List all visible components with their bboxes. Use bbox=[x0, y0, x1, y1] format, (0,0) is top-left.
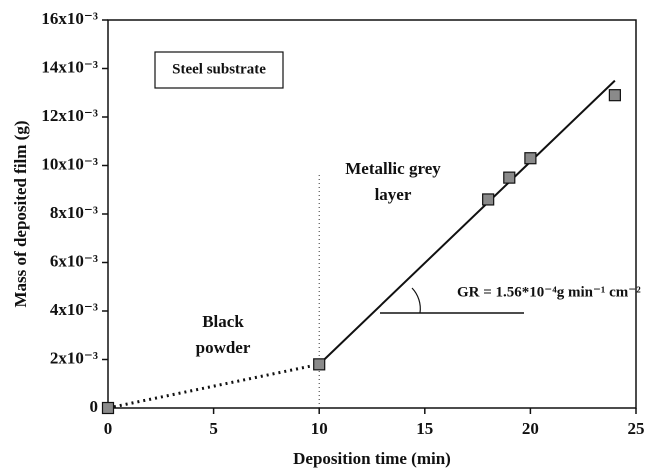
x-tick-label: 5 bbox=[209, 419, 218, 438]
y-tick-label: 10x10⁻³ bbox=[41, 154, 98, 173]
fit-line bbox=[318, 79, 616, 366]
annotation: Black bbox=[202, 312, 244, 331]
data-point bbox=[482, 193, 495, 206]
angle-arc bbox=[411, 287, 421, 314]
y-tick-label: 8x10⁻³ bbox=[50, 203, 98, 222]
annotation: GR = 1.56*10⁻⁴g min⁻¹ cm⁻² bbox=[457, 284, 641, 300]
x-tick-label: 15 bbox=[416, 419, 433, 438]
y-tick-label: 2x10⁻³ bbox=[50, 348, 98, 367]
y-tick-label: 12x10⁻³ bbox=[41, 106, 98, 125]
x-axis-label: Deposition time (min) bbox=[293, 449, 451, 468]
annotation: layer bbox=[375, 185, 412, 204]
y-tick-label: 6x10⁻³ bbox=[50, 251, 98, 270]
data-point bbox=[524, 152, 537, 165]
x-tick-label: 20 bbox=[522, 419, 539, 438]
dotted-line bbox=[107, 362, 320, 410]
plot-frame bbox=[107, 19, 637, 409]
y-tick-label: 0 bbox=[90, 397, 99, 416]
x-tick-label: 25 bbox=[628, 419, 645, 438]
y-tick-label: 14x10⁻³ bbox=[41, 57, 98, 76]
annotation: Metallic grey bbox=[345, 159, 441, 178]
y-axis-label: Mass of deposited film (g) bbox=[11, 121, 30, 308]
annotation: Steel substrate bbox=[172, 61, 266, 77]
annotation: powder bbox=[196, 338, 251, 357]
data-point bbox=[101, 401, 115, 415]
data-point bbox=[503, 171, 516, 184]
data-point bbox=[313, 358, 326, 371]
x-tick-label: 0 bbox=[104, 419, 113, 438]
x-tick-label: 10 bbox=[311, 419, 328, 438]
annotation-box bbox=[154, 51, 284, 89]
data-point bbox=[608, 89, 621, 102]
y-tick-label: 16x10⁻³ bbox=[41, 9, 98, 28]
y-tick-label: 4x10⁻³ bbox=[50, 300, 98, 319]
